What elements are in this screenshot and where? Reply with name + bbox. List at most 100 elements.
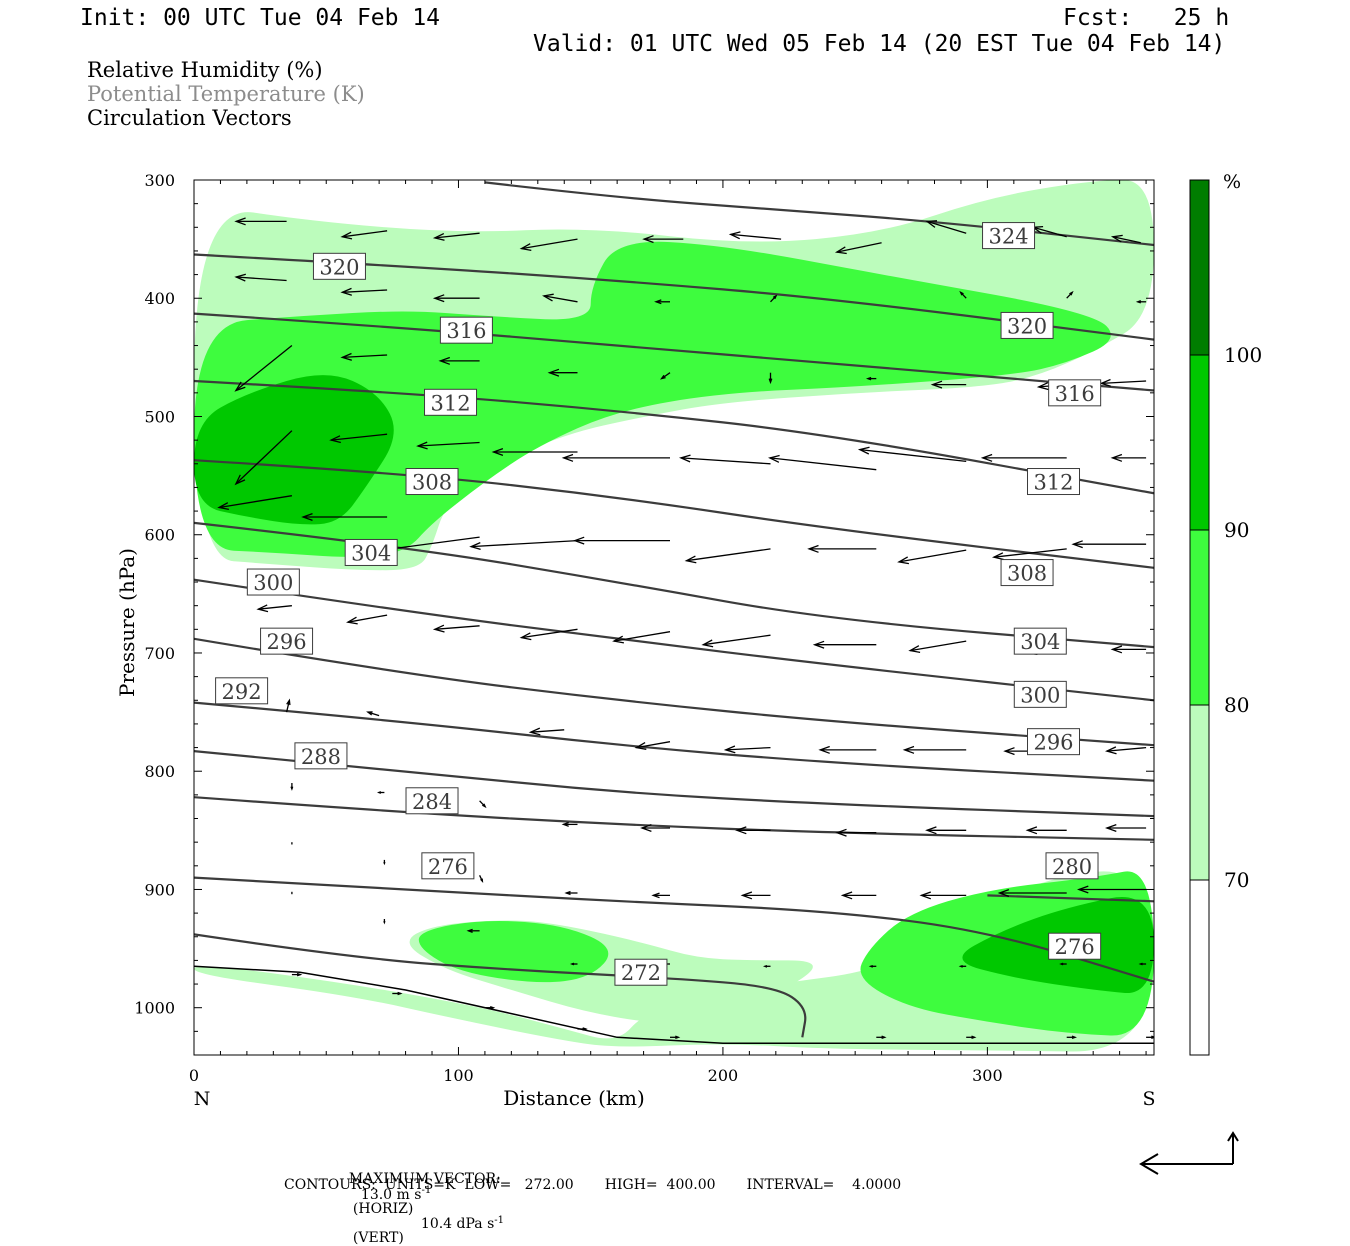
vector-head (569, 962, 575, 966)
vector-head (482, 803, 487, 809)
circulation-vector (1146, 1035, 1154, 1040)
circulation-vector (491, 447, 578, 457)
theta-label-box (1000, 311, 1054, 339)
circulation-vector (569, 962, 578, 966)
vector-head (818, 745, 830, 754)
y-tick-label: 900 (144, 880, 175, 899)
colorbar-level-label: 90 (1224, 518, 1249, 542)
vector-head (834, 246, 847, 255)
vector-head (397, 991, 403, 996)
vector-head (489, 1005, 496, 1010)
vector-shaft (521, 628, 578, 639)
circulation-vector (234, 344, 293, 392)
vector-head (678, 454, 691, 463)
theta-label: 280 (1052, 855, 1092, 879)
vector-shaft (342, 230, 388, 238)
vector-head (734, 826, 747, 835)
theta-label: 308 (412, 471, 452, 495)
circulation-vector (256, 604, 292, 613)
legend-rh: Relative Humidity (%) (87, 58, 323, 82)
theta-label: 300 (253, 571, 293, 595)
circulation-vector (925, 220, 967, 234)
circulation-vector (640, 823, 670, 833)
circulation-vector (807, 544, 877, 553)
theta-label: 312 (1033, 471, 1073, 495)
vector-head (547, 368, 560, 377)
circulation-vector (438, 356, 480, 365)
circulation-vector (466, 928, 480, 934)
vector-head (1069, 290, 1074, 296)
circulation-vector (519, 238, 578, 252)
vector-head (491, 447, 504, 457)
vector-head (432, 233, 445, 241)
vector-shaft (471, 539, 578, 548)
vector-head (256, 604, 269, 613)
circulation-vector (740, 891, 771, 900)
theta-label: 320 (1007, 314, 1047, 338)
vector-head (296, 972, 303, 977)
vert-value: 10.4 dPa s (420, 1216, 495, 1233)
theta-label-box (405, 787, 459, 815)
vector-head (1071, 540, 1083, 549)
circulation-vector (876, 1035, 887, 1040)
vert-exponent: -1 (494, 1214, 505, 1226)
vector-head (640, 823, 652, 833)
vector-shaft (680, 457, 771, 465)
plot-frame (193, 179, 1155, 1056)
theta-contour-288 (194, 750, 1154, 818)
circulation-vector (528, 727, 565, 736)
vector-shaft (910, 640, 967, 652)
theta-label-box (614, 958, 668, 986)
vector-shaft (613, 631, 671, 642)
circulation-vector (1110, 645, 1147, 654)
circulation-vector (997, 888, 1067, 898)
theta-label: 324 (988, 225, 1028, 249)
circulation-vector (383, 859, 386, 866)
theta-contour-312 (194, 379, 1154, 495)
vector-head (971, 1035, 977, 1040)
circulation-vector (642, 235, 684, 244)
theta-label-box (421, 852, 475, 880)
theta-label-box (215, 677, 269, 705)
circulation-vector (728, 231, 782, 240)
vector-head (564, 890, 571, 896)
vector-head (217, 502, 230, 511)
vector-head (438, 356, 451, 365)
vector-head (346, 616, 358, 625)
circulation-vector (432, 624, 480, 633)
circulation-vector (958, 964, 967, 968)
vector-head (519, 243, 532, 252)
circulation-vector (768, 372, 773, 385)
theta-contour-292 (194, 701, 1154, 782)
vector-shaft (859, 448, 967, 463)
horiz-value: 13.0 m s (360, 1186, 422, 1203)
circulation-vector (383, 919, 386, 925)
vector-head (959, 290, 964, 296)
vector-head (383, 861, 386, 866)
theta-label: 304 (351, 541, 391, 565)
vector-head (728, 231, 741, 240)
colorbar-swatch (1189, 879, 1210, 1056)
theta-label: 304 (1020, 630, 1060, 654)
theta-contour-308 (194, 459, 1154, 569)
theta-label-box (1048, 932, 1102, 960)
vector-head (234, 474, 246, 486)
x-end-label-left: N (194, 1088, 211, 1110)
vector-shaft (1032, 226, 1067, 238)
circulation-vector (564, 890, 578, 896)
circulation-vector (1105, 746, 1147, 755)
circulation-vector (980, 453, 1067, 462)
theta-contour-272 (194, 933, 807, 1038)
circulation-vector (561, 453, 670, 462)
circulation-vector (670, 1035, 681, 1040)
circulation-vector (366, 711, 380, 717)
vector-head (881, 1035, 887, 1040)
vector-head (723, 745, 736, 754)
vector-head (416, 441, 428, 450)
vector-head (1138, 962, 1143, 966)
x-axis-label: Distance (km) (503, 1086, 645, 1110)
vector-head (634, 742, 647, 750)
vector-head (1076, 885, 1089, 894)
vector-shaft (342, 354, 388, 359)
circulation-vector (651, 892, 670, 899)
